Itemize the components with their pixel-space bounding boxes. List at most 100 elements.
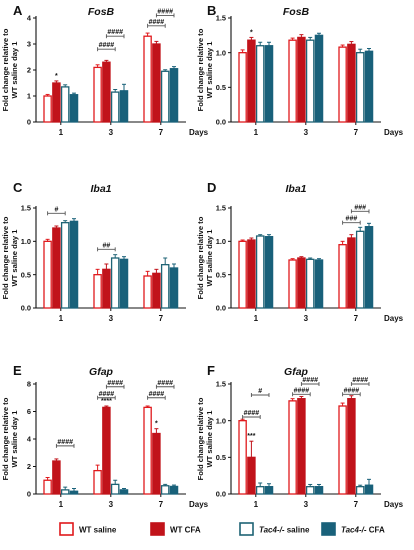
bar (305, 258, 315, 309)
panel-F: F Gfap Fold change relative toWT saline da… (196, 363, 404, 509)
bar (93, 274, 102, 309)
significance-label: # (54, 206, 58, 213)
y-tick-label: 1.5 (216, 14, 226, 23)
bar (238, 420, 247, 495)
bar (338, 244, 347, 309)
y-axis-label: Fold change relative toWT saline day 1 (1, 28, 19, 111)
bar (52, 227, 61, 309)
legend-label: Tac4-/- saline (259, 526, 310, 535)
y-tick-label: 1 (27, 92, 31, 101)
significance-label: * (155, 421, 158, 428)
legend-swatch (321, 522, 336, 536)
x-tick-label: 1 (59, 500, 64, 509)
bar (110, 91, 120, 123)
bar (255, 45, 265, 123)
bar (314, 34, 324, 123)
legend-label: Tac4-/- CFA (341, 526, 385, 535)
bar (93, 66, 102, 123)
bar (102, 61, 111, 123)
y-tick-label: 0.5 (21, 270, 31, 279)
bar (305, 486, 315, 495)
y-tick-label: 1.5 (216, 380, 226, 389)
gene-title: FosB (88, 6, 115, 18)
significance-label: #### (107, 29, 123, 36)
gene-title: Iba1 (285, 183, 306, 195)
legend-label: WT saline (79, 526, 117, 535)
bar (152, 43, 161, 123)
bar (102, 268, 111, 309)
bar (69, 490, 79, 495)
x-unit-label: Days (384, 128, 404, 137)
panel-letter: C (13, 180, 23, 195)
bar (52, 460, 61, 495)
y-tick-label: 0 (27, 490, 31, 499)
significance-label: *** (247, 433, 255, 440)
y-axis-label: Fold change relative toWT saline day 1 (196, 397, 214, 480)
bar (297, 36, 306, 123)
gene-title: Gfap (89, 366, 114, 378)
bar (143, 406, 152, 495)
legend-label: WT CFA (170, 526, 201, 535)
significance-label: ## (103, 242, 111, 249)
significance-label: # (258, 388, 262, 395)
y-tick-label: 0.0 (216, 304, 226, 313)
significance-label: #### (149, 391, 165, 398)
x-tick-label: 7 (354, 128, 359, 137)
significance-label: ### (346, 216, 358, 223)
panel-letter: B (207, 3, 216, 18)
bar (160, 70, 170, 123)
y-tick-label: 1.0 (216, 237, 226, 246)
gene-title: Gfap (284, 366, 309, 378)
x-tick-label: 3 (304, 500, 309, 509)
bar (169, 267, 179, 309)
x-tick-label: 7 (354, 500, 359, 509)
bar (247, 456, 256, 495)
bar (238, 52, 247, 123)
significance-label: #### (302, 377, 318, 384)
significance-label: #### (149, 19, 165, 26)
bar (264, 45, 274, 123)
y-tick-label: 4 (27, 14, 32, 23)
bar (355, 52, 365, 123)
y-tick-label: 0.5 (216, 270, 226, 279)
bar (119, 258, 129, 309)
bar (152, 432, 161, 495)
x-unit-label: Days (189, 500, 209, 509)
legend-swatch (59, 522, 74, 536)
bar (43, 95, 52, 123)
significance-label: ### (354, 204, 366, 211)
significance-label: #### (107, 380, 123, 387)
y-tick-label: 2 (27, 462, 31, 471)
bar (102, 406, 111, 495)
y-tick-label: 1.0 (216, 48, 226, 57)
x-tick-label: 7 (159, 314, 164, 323)
x-tick-label: 3 (109, 314, 114, 323)
y-tick-label: 1.5 (216, 204, 226, 213)
significance-label: #### (99, 391, 115, 398)
bar (297, 398, 306, 495)
y-tick-label: 3 (27, 40, 31, 49)
x-tick-label: 3 (304, 128, 309, 137)
bar (288, 39, 297, 123)
bar (255, 486, 265, 495)
bar (60, 489, 70, 495)
y-tick-label: 1.5 (21, 204, 31, 213)
panel-C: C Iba1 Fold change relative toWT saline da… (1, 180, 186, 323)
bar (143, 275, 152, 309)
bar (119, 489, 129, 495)
x-tick-label: 3 (304, 314, 309, 323)
bar (69, 94, 79, 123)
bar (364, 50, 374, 123)
legend-swatch (239, 522, 254, 536)
bar (60, 222, 70, 309)
significance-label: * (250, 29, 253, 36)
x-unit-label: Days (189, 128, 209, 137)
y-tick-label: 0.0 (21, 304, 31, 313)
bar (169, 68, 179, 123)
bar (347, 43, 356, 123)
bar (355, 230, 365, 309)
bar (264, 486, 274, 495)
legend-swatch (150, 522, 165, 536)
bar (364, 484, 374, 495)
panel-letter: D (207, 180, 216, 195)
